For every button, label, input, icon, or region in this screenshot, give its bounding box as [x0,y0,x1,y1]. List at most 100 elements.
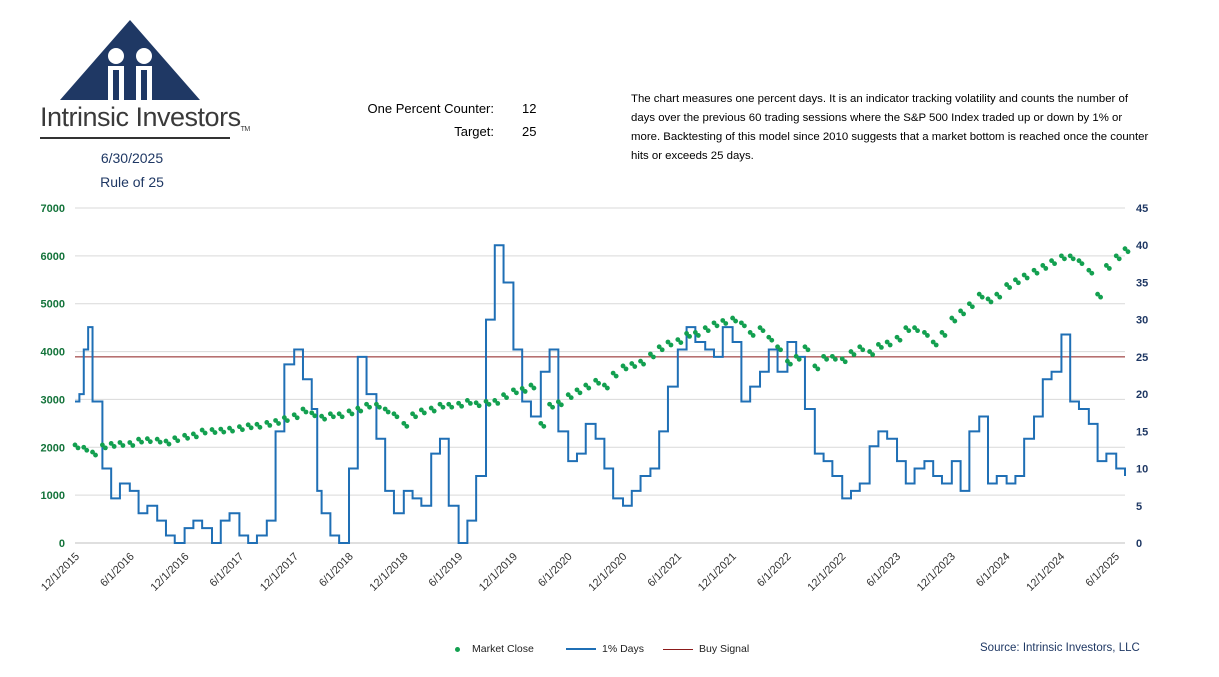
market-close-point [949,315,955,321]
market-close-point [1070,256,1076,262]
market-close-point [136,436,141,442]
market-close-point [245,422,251,428]
y-left-tick-label: 3000 [41,394,65,406]
market-close-point [1052,261,1057,267]
y-right-tick-label: 10 [1136,464,1148,476]
counter-label: One Percent Counter: [367,101,494,116]
x-tick-label: 6/1/2023 [864,551,903,590]
market-close-point [346,408,352,414]
legend-one-pct-days: 1% Days [566,643,644,655]
market-close-point [788,361,793,367]
market-close-point [692,330,698,335]
market-close-point [912,325,917,331]
market-close-point [867,349,873,354]
market-close-point [665,339,671,345]
market-close-point [1125,249,1131,255]
market-close-point [127,440,133,445]
market-close-point [355,405,361,411]
market-close-point [421,410,427,416]
market-close-point [875,341,881,347]
market-close-point [720,318,726,323]
market-close-point [254,421,260,427]
market-close-point [897,337,903,343]
market-close-point [997,294,1003,300]
x-tick-label: 12/1/2024 [1024,551,1067,594]
market-close-point [994,291,1000,297]
market-close-point [583,382,589,388]
market-close-point [705,328,711,334]
market-close-point [750,333,756,338]
market-close-point [291,412,297,418]
market-close-point [638,358,643,364]
market-close-point [839,356,845,362]
legend-one-pct-days-label: 1% Days [602,643,645,655]
market-close-point [464,397,470,403]
market-close-point [678,340,684,346]
market-close-point [514,390,519,396]
x-tick-label: 12/1/2015 [39,551,82,594]
market-close-point [456,400,462,406]
market-close-point [394,414,400,420]
market-close-point [857,344,863,350]
market-close-point [218,426,224,432]
x-tick-label: 12/1/2016 [149,551,192,594]
market-close-point [906,328,912,334]
market-close-point [766,334,772,340]
market-close-point [558,402,564,408]
market-close-point [528,382,534,388]
y-right-tick-label: 15 [1136,426,1148,438]
market-close-point [550,404,555,410]
market-close-point [401,420,407,426]
market-close-point [144,436,150,442]
market-close-point [952,318,958,324]
market-close-point [821,353,826,359]
market-close-point [586,385,592,391]
market-close-point [1024,275,1030,281]
market-close-point [240,427,245,433]
market-close-point [483,398,489,404]
market-close-point [851,352,857,357]
market-close-point [651,354,656,360]
market-close-point [1113,253,1119,259]
market-close-point [574,387,580,393]
market-close-point [377,404,382,410]
market-close-point [930,339,936,345]
market-close-point [103,445,108,451]
market-close-point [565,392,571,398]
market-close-point [1076,258,1082,264]
market-close-point [695,333,701,338]
market-close-point [172,435,178,441]
market-close-point [501,392,506,398]
market-close-point [84,447,90,453]
market-close-point [760,328,766,334]
market-close-point [1040,263,1046,268]
market-close-point [336,411,342,417]
market-close-point [473,400,479,406]
market-close-point [757,325,763,331]
market-close-point [610,370,616,376]
market-close-point [887,342,893,348]
market-close-point [775,344,780,350]
market-close-point [339,414,345,420]
market-close-point [629,361,635,366]
market-close-point [367,404,372,410]
market-close-point [922,330,927,335]
market-close-point [418,407,424,413]
x-tick-label: 6/1/2022 [755,551,794,590]
y-left-tick-label: 2000 [41,442,65,454]
market-close-point [276,421,281,426]
market-close-point [675,337,681,343]
target-value: 25 [522,124,537,139]
market-close-point [382,406,388,412]
market-close-point [723,321,729,326]
market-close-point [714,323,720,329]
market-close-point [961,311,966,317]
y-left-tick-label: 6000 [41,251,65,263]
market-close-point [237,424,242,430]
y-right-tick-label: 45 [1136,203,1148,215]
market-close-point [824,356,829,362]
market-close-point [976,291,982,297]
y-right-tick-label: 25 [1136,352,1148,364]
legend-dot-icon [455,646,460,652]
